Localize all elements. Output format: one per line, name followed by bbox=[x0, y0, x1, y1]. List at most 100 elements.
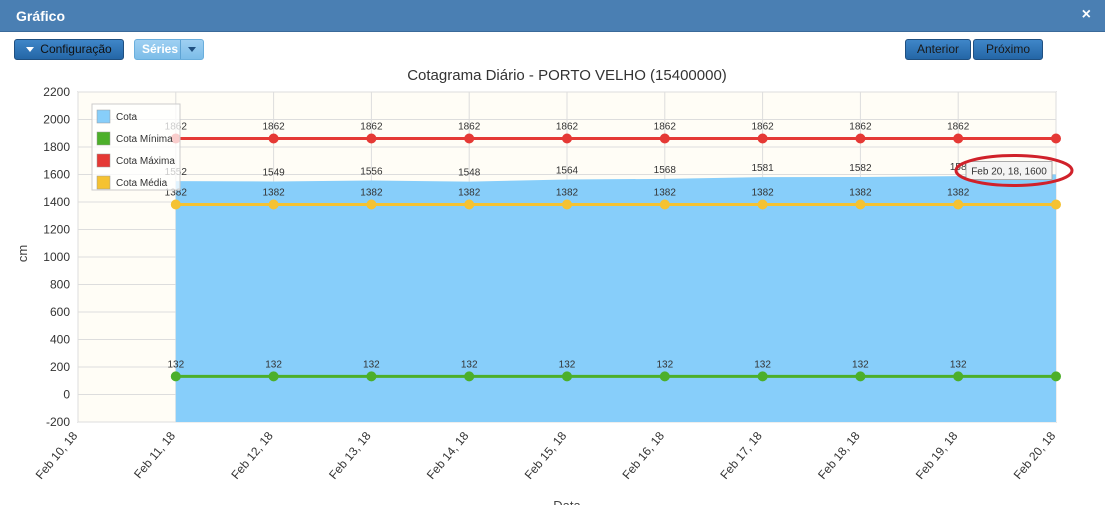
data-point-cota-m-dia bbox=[464, 199, 475, 210]
x-tick-label: Feb 14, 18 bbox=[424, 429, 472, 482]
y-axis-title: cm bbox=[15, 244, 31, 263]
data-point-cota-m-nima bbox=[1051, 371, 1061, 382]
y-tick-label: 2200 bbox=[43, 85, 70, 99]
x-tick-label: Feb 17, 18 bbox=[717, 429, 765, 482]
data-label-cota-m-nima: 132 bbox=[265, 359, 282, 370]
y-tick-label: 400 bbox=[50, 333, 70, 347]
chart-area: Cotagrama Diário - PORTO VELHO (15400000… bbox=[33, 67, 1074, 505]
data-label-cota-m-xima: 1862 bbox=[458, 121, 481, 132]
data-point-cota-m-xima bbox=[659, 133, 670, 144]
data-label-cota-m-nima: 132 bbox=[950, 359, 967, 370]
data-label-cota-m-dia: 1382 bbox=[360, 187, 383, 198]
data-point-cota-m-dia bbox=[1051, 199, 1061, 210]
x-axis-title: Data bbox=[553, 498, 581, 505]
data-point-cota-m-dia bbox=[855, 199, 866, 210]
data-label-cota-m-nima: 132 bbox=[559, 359, 576, 370]
data-point-cota-m-dia bbox=[170, 199, 181, 210]
caret-down-icon bbox=[26, 47, 35, 53]
data-label-cota-m-dia: 1382 bbox=[165, 187, 188, 198]
y-tick-label: 1800 bbox=[43, 140, 70, 154]
data-point-cota-m-dia bbox=[268, 199, 279, 210]
data-point-cota-m-nima bbox=[659, 371, 670, 382]
data-label-cota-m-dia: 1382 bbox=[556, 187, 579, 198]
caret-down-icon bbox=[188, 47, 196, 52]
data-point-cota-m-xima bbox=[1051, 133, 1061, 144]
data-label-cota: 1556 bbox=[360, 167, 383, 178]
y-tick-label: 1400 bbox=[43, 195, 70, 209]
data-label-cota-m-dia: 1382 bbox=[654, 187, 677, 198]
data-label-cota: 1582 bbox=[849, 163, 872, 174]
data-point-cota-m-nima bbox=[855, 371, 866, 382]
window-title: Gráfico bbox=[16, 8, 66, 24]
y-tick-label: 200 bbox=[50, 360, 70, 374]
configuration-button[interactable]: Configuração bbox=[14, 39, 124, 60]
data-label-cota-m-nima: 132 bbox=[363, 359, 380, 370]
data-point-cota-m-nima bbox=[170, 371, 181, 382]
data-point-cota-m-xima bbox=[953, 133, 964, 144]
y-tick-label: 1600 bbox=[43, 168, 70, 182]
series-dropdown-button[interactable]: Séries bbox=[134, 39, 204, 60]
legend-swatch bbox=[96, 153, 111, 168]
legend-swatch bbox=[96, 109, 111, 124]
tooltip-box bbox=[965, 161, 1053, 180]
x-tick-label: Feb 11, 18 bbox=[131, 429, 178, 482]
legend-swatch bbox=[96, 175, 111, 190]
y-tick-label: 2000 bbox=[43, 113, 70, 127]
x-tick-label: Feb 20, 18 bbox=[1011, 429, 1059, 482]
series-area-cota bbox=[175, 174, 1057, 422]
legend-label: Cota Máxima bbox=[116, 156, 175, 167]
tooltip-text: Feb 20, 18, 1600 bbox=[971, 167, 1047, 178]
previous-button[interactable]: Anterior bbox=[905, 39, 971, 60]
data-point-cota-m-xima bbox=[366, 133, 377, 144]
data-label-cota-m-nima: 132 bbox=[656, 359, 673, 370]
legend-label: Cota Média bbox=[116, 178, 168, 189]
legend-label: Cota Mínima bbox=[116, 134, 173, 145]
data-point-cota-m-nima bbox=[953, 371, 964, 382]
data-point-cota-m-nima bbox=[464, 371, 475, 382]
data-point-cota-m-dia bbox=[659, 199, 670, 210]
y-tick-label: 1000 bbox=[43, 250, 70, 264]
data-point-cota-m-xima bbox=[757, 133, 768, 144]
close-icon[interactable]: × bbox=[1081, 6, 1091, 23]
data-point-cota-m-xima bbox=[855, 133, 866, 144]
data-label-cota-m-xima: 1862 bbox=[849, 121, 872, 132]
data-label-cota-m-dia: 1382 bbox=[849, 187, 872, 198]
configuration-label: Configuração bbox=[40, 42, 112, 56]
y-tick-label: -200 bbox=[46, 415, 70, 429]
window-titlebar: Gráfico × bbox=[0, 0, 1105, 32]
x-tick-label: Feb 13, 18 bbox=[326, 429, 374, 482]
data-label-cota-m-dia: 1382 bbox=[458, 187, 481, 198]
data-label-cota-m-nima: 132 bbox=[167, 359, 184, 370]
series-label: Séries bbox=[142, 42, 179, 56]
data-label-cota-m-xima: 1862 bbox=[360, 121, 383, 132]
x-tick-label: Feb 18, 18 bbox=[815, 429, 863, 482]
y-tick-label: 1200 bbox=[43, 223, 70, 237]
y-tick-label: 600 bbox=[50, 305, 70, 319]
y-tick-label: 0 bbox=[63, 388, 70, 402]
data-label-cota-m-xima: 1862 bbox=[654, 121, 677, 132]
legend-swatch bbox=[96, 131, 111, 146]
data-label-cota-m-nima: 132 bbox=[852, 359, 869, 370]
data-label-cota-m-dia: 1382 bbox=[751, 187, 774, 198]
highlight-annotation-ring bbox=[954, 154, 1074, 187]
x-tick-label: Feb 19, 18 bbox=[913, 429, 961, 482]
data-label-cota: 1564 bbox=[556, 165, 579, 176]
next-button[interactable]: Próximo bbox=[973, 39, 1043, 60]
data-label-cota: 1549 bbox=[262, 168, 285, 179]
x-tick-label: Feb 16, 18 bbox=[619, 429, 667, 482]
data-label-cota-m-xima: 1862 bbox=[262, 121, 285, 132]
data-label-cota-m-nima: 132 bbox=[754, 359, 771, 370]
data-label-cota: 1548 bbox=[458, 168, 481, 179]
series-dropdown-toggle[interactable] bbox=[180, 40, 203, 59]
x-tick-label: Feb 15, 18 bbox=[522, 429, 570, 482]
data-label-cota: 1568 bbox=[654, 165, 677, 176]
chart-title: Cotagrama Diário - PORTO VELHO (15400000… bbox=[407, 67, 727, 84]
data-point-cota-m-dia bbox=[953, 199, 964, 210]
data-label-cota-m-dia: 1382 bbox=[947, 187, 970, 198]
data-label-cota-m-xima: 1862 bbox=[751, 121, 774, 132]
data-label-cota-m-dia: 1382 bbox=[262, 187, 285, 198]
data-point-cota-m-xima bbox=[562, 133, 572, 144]
data-point-cota-m-dia bbox=[757, 199, 768, 210]
data-point-cota-m-xima bbox=[268, 133, 279, 144]
data-point-cota-m-dia bbox=[366, 199, 377, 210]
